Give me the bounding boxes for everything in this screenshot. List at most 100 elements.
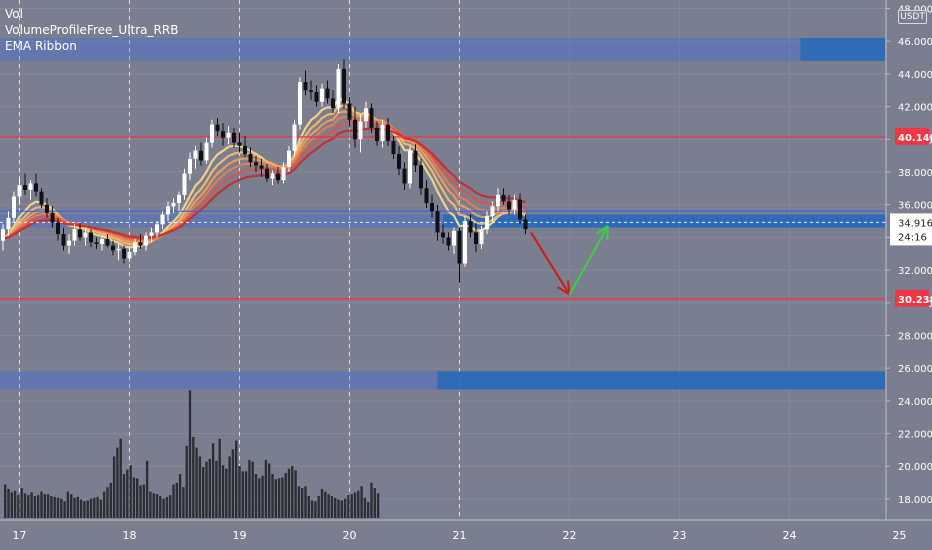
volume-bar <box>188 390 192 518</box>
volume-bar <box>347 495 350 518</box>
volume-profile-poc-bar <box>443 214 885 228</box>
candle <box>78 222 82 241</box>
legend-item-volume[interactable]: Vol <box>5 7 23 21</box>
candle-body <box>468 221 473 233</box>
volume-bar <box>60 498 63 518</box>
legend-item-ema-ribbon[interactable]: EMA Ribbon <box>5 39 77 53</box>
candle <box>270 170 275 186</box>
volume-bar <box>27 495 30 518</box>
volume-bar <box>46 494 50 518</box>
candle <box>259 158 264 177</box>
candle-body <box>199 150 203 161</box>
volume-bar <box>264 459 268 518</box>
price-tick-label: 36.000 <box>898 201 932 212</box>
candle-body <box>226 132 231 138</box>
candle-body <box>518 199 522 220</box>
arrow-head <box>595 225 609 235</box>
candle <box>182 168 187 200</box>
candle <box>490 201 495 222</box>
price-level-label-text: 40.148 <box>898 133 932 144</box>
candle <box>336 64 341 114</box>
volume-bar <box>33 496 37 518</box>
volume-bar <box>268 463 271 518</box>
candle-body <box>89 232 93 243</box>
time-tick-label: 18 <box>123 529 137 542</box>
candle-body <box>133 242 137 253</box>
volume-bar <box>99 499 103 518</box>
volume-bar <box>79 499 83 518</box>
candle <box>127 247 132 262</box>
volume-bar <box>86 500 89 518</box>
volume-bar <box>281 477 284 518</box>
volume-bar <box>43 494 46 518</box>
volume-bar <box>129 465 132 518</box>
candle <box>67 234 71 254</box>
candle-body <box>342 69 346 104</box>
candle <box>507 194 511 215</box>
candle <box>144 232 148 251</box>
candle <box>430 194 434 218</box>
candle <box>210 119 214 148</box>
volume-bar <box>330 496 334 518</box>
candle <box>17 178 22 205</box>
candle-body <box>221 131 225 138</box>
candle-body <box>496 194 500 207</box>
volume-bar <box>192 437 195 518</box>
currency-badge[interactable]: USDT <box>898 10 927 24</box>
bar-countdown: 24:16 <box>898 232 927 243</box>
candle-body <box>281 167 286 181</box>
volume-bar <box>297 486 301 518</box>
red-projection-arrow <box>530 231 571 296</box>
candle <box>369 103 374 133</box>
price-tick-label: 32.000 <box>898 266 932 277</box>
candle <box>23 173 27 195</box>
volume-bar <box>211 443 215 518</box>
candle <box>12 191 16 223</box>
volume-bar <box>126 469 129 518</box>
candle <box>100 235 104 251</box>
candle-body <box>276 173 280 181</box>
volume-bar <box>63 501 66 518</box>
volume-bar <box>56 497 60 518</box>
candle-body <box>17 185 22 197</box>
candle-body <box>243 145 247 155</box>
volume-bar <box>178 474 182 518</box>
candle-body <box>479 229 484 244</box>
candle <box>424 180 429 208</box>
candle <box>287 145 291 172</box>
price-level-label-text: 30.238 <box>898 295 932 306</box>
volume-bar <box>244 471 248 518</box>
candle-body <box>292 124 297 151</box>
price-tick-label: 28.000 <box>898 331 932 342</box>
volume-bar <box>145 460 149 518</box>
volume-bar <box>169 495 172 518</box>
volume-bar <box>215 460 218 518</box>
candle-body <box>61 234 66 246</box>
price-axis-panel <box>885 0 932 550</box>
volume-bar <box>202 466 205 518</box>
legend-item-volume-profile[interactable]: VolumeProfileFree_Ultra_RRB <box>5 23 179 37</box>
candle-body <box>287 150 291 168</box>
candle <box>133 239 137 256</box>
candle-body <box>507 201 511 210</box>
candle-body <box>149 232 154 236</box>
volume-bar <box>76 496 79 518</box>
candle-body <box>397 154 401 169</box>
candle <box>298 77 302 130</box>
candle-body <box>314 91 319 102</box>
volume-bar <box>291 466 294 518</box>
volume-bar <box>228 456 231 518</box>
volume-bar <box>109 482 112 518</box>
candle <box>441 224 445 244</box>
candle <box>215 118 220 137</box>
volume-bar <box>89 498 93 518</box>
time-tick-label: 24 <box>783 529 797 542</box>
volume-bar <box>334 497 337 518</box>
indicator-legend: Vol VolumeProfileFree_Ultra_RRB EMA Ribb… <box>5 6 178 54</box>
candle <box>105 234 110 248</box>
candle-body <box>523 219 528 230</box>
candle-body <box>325 88 330 99</box>
arrow-head <box>606 225 610 240</box>
